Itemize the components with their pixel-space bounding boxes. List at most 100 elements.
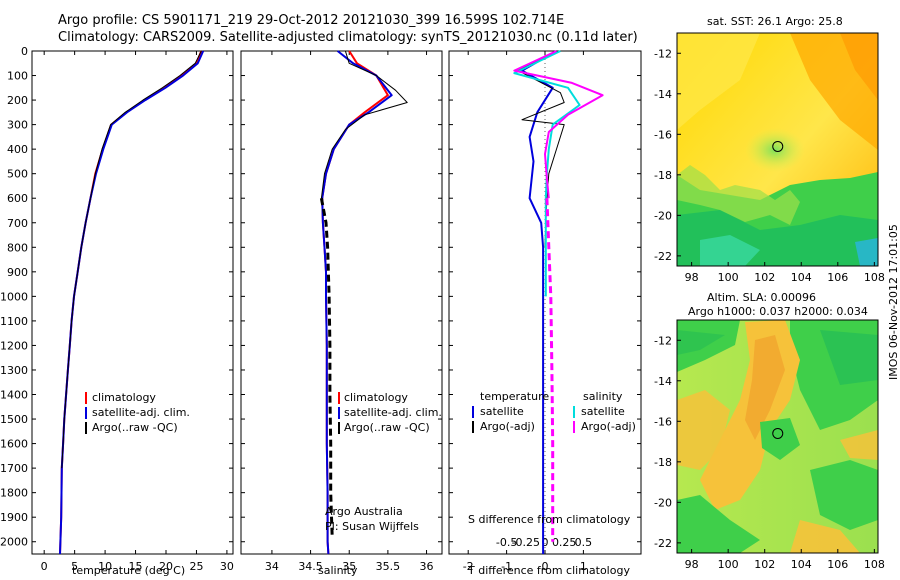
sal-legend-satellite: satellite-adj. clim. (344, 406, 442, 419)
figure-title-line2: Climatology: CARS2009. Satellite-adjuste… (58, 30, 638, 45)
sst-map-xtick-label: 104 (791, 271, 812, 284)
sla-map-ytick-label: -16 (654, 415, 672, 428)
sal-legend-argo: Argo(..raw -QC) (344, 421, 430, 434)
diff-legend-salinity-header: salinity (583, 390, 623, 403)
difference-axis-ticks: -2 -1 0 1 -0.5-0.25 0 0.250.5 (449, 50, 641, 573)
temperature-xtick-label: 10 (98, 560, 112, 573)
differences-line-salinity-argo-adj- (513, 50, 604, 199)
salinity-series (319, 50, 408, 555)
sla-map-ytick-label: -14 (654, 375, 672, 388)
sst-map-xtick-label: 98 (685, 271, 699, 284)
temperature-ytick-label: 500 (7, 168, 28, 181)
sal-annotation-argo-australia: Argo Australia (325, 505, 403, 518)
sst-map-ytick-label: -16 (654, 128, 672, 141)
imos-timestamp: IMOS 06-Nov-2012 17:01:05 (887, 224, 900, 380)
sst-map-xtick-label: 106 (827, 271, 848, 284)
differences-top-tick-label: 0.5 (575, 536, 593, 549)
temperature-ytick-label: 700 (7, 217, 28, 230)
temp-legend-climatology: climatology (92, 391, 156, 404)
diff-legend-temperature-header: temperature (480, 390, 550, 403)
temperature-ytick-label: 1800 (0, 487, 28, 500)
temperature-ytick-label: 1600 (0, 438, 28, 451)
diff-legend-temp-argo: Argo(-adj) (480, 420, 535, 433)
differences-line-salinity-satellite (513, 50, 581, 297)
sst-map-ytick-label: -14 (654, 88, 672, 101)
differences-top-tick-label: 0.25 (552, 536, 577, 549)
temperature-ytick-label: 600 (7, 192, 28, 205)
diff-top-axis-label: S difference from climatology (468, 513, 631, 526)
sal-annotation-pi: PI: Susan Wijffels (325, 520, 419, 533)
salinity-line-argo-raw-qc- (320, 50, 408, 199)
salinity-axes (240, 50, 443, 555)
sla-map-axis-ticks: 98 100 102 104 106 108 -12 -14 -16 -18 -20 -22 (654, 334, 885, 571)
sst-map-xtick-label: 100 (718, 271, 739, 284)
temperature-ytick-label: 1900 (0, 511, 28, 524)
sla-map-subtitle: Argo h1000: 0.037 h2000: 0.034 (688, 305, 868, 318)
salinity-xtick-label: 34.5 (298, 560, 323, 573)
salinity-line-satellite-adj-clim- (321, 50, 393, 555)
difference-axes (448, 50, 642, 555)
sla-map-xtick-label: 100 (718, 558, 739, 571)
temperature-line-argo-raw-qc- (61, 50, 202, 469)
sst-map-ytick-label: -22 (654, 250, 672, 263)
sal-legend-climatology: climatology (344, 391, 408, 404)
sla-map-xtick-label: 106 (827, 558, 848, 571)
diff-legend-sal-satellite: satellite (581, 405, 625, 418)
temperature-ytick-label: 1400 (0, 389, 28, 402)
temp-legend-argo: Argo(..raw -QC) (92, 421, 178, 434)
sst-map-axis-ticks: 98 100 102 104 106 108 -12 -14 -16 -18 -20 -22 (654, 47, 885, 284)
temperature-ytick-label: 300 (7, 119, 28, 132)
diff-legend-sal-argo: Argo(-adj) (581, 420, 636, 433)
temperature-ytick-label: 1000 (0, 290, 28, 303)
temperature-xlabel: temperature (deg C) (72, 564, 186, 577)
sla-map-frame (676, 319, 879, 554)
temperature-ytick-label: 100 (7, 70, 28, 83)
differences-xtick-label: 0 (542, 560, 549, 573)
differences-top-tick-label: -0.5 (496, 536, 517, 549)
differences-top-tick-label: -0.25 (512, 536, 540, 549)
difference-series (513, 50, 604, 554)
sla-map-title: Altim. SLA: 0.00096 (707, 291, 817, 304)
temperature-xtick-label: 20 (159, 560, 173, 573)
diff-legend-temp-satellite: satellite (480, 405, 524, 418)
temperature-ytick-label: 200 (7, 94, 28, 107)
sla-map-xtick-label: 104 (791, 558, 812, 571)
temperature-xtick-label: 0 (41, 560, 48, 573)
sla-map-xtick-label: 102 (754, 558, 775, 571)
temperature-ytick-label: 1100 (0, 315, 28, 328)
temperature-ytick-label: 400 (7, 143, 28, 156)
sst-map-title: sat. SST: 26.1 Argo: 25.8 (707, 15, 843, 28)
salinity-axis-ticks: 34 34.5 35 35.5 36 (241, 50, 442, 573)
differences-top-tick-label: 0 (542, 536, 549, 549)
temperature-xtick-label: 25 (189, 560, 203, 573)
temperature-series (59, 50, 205, 555)
salinity-xlabel: salinity (318, 564, 358, 577)
temperature-ytick-label: 1500 (0, 413, 28, 426)
temperature-ytick-label: 900 (7, 266, 28, 279)
salinity-xtick-label: 35 (342, 560, 356, 573)
sla-map-xtick-label: 108 (864, 558, 885, 571)
salinity-line-argo-raw-qc-adj (319, 197, 334, 537)
sst-argo-location-marker (772, 140, 784, 152)
temperature-axes (31, 50, 234, 555)
temperature-ytick-label: 0 (21, 45, 28, 58)
figure-title-line1: Argo profile: CS 5901171_219 29-Oct-2012… (58, 13, 565, 28)
sst-map-ytick-label: -18 (654, 169, 672, 182)
differences-line-salinity-argo-adj-adj (545, 198, 555, 542)
sla-map-ytick-label: -22 (654, 537, 672, 550)
difference-xlabel: T difference from climatology (468, 564, 630, 577)
salinity-xtick-label: 34 (265, 560, 279, 573)
temperature-ytick-label: 1300 (0, 364, 28, 377)
sst-map-xtick-label: 102 (754, 271, 775, 284)
sla-argo-location-marker (772, 427, 784, 439)
temperature-ytick-label: 1200 (0, 339, 28, 352)
temperature-xtick-label: 15 (129, 560, 143, 573)
temperature-axis-ticks: 0 5 10 15 20 25 300100200300400500600700800900… (0, 45, 234, 573)
temperature-line-climatology (59, 50, 203, 555)
temperature-xtick-label: 30 (220, 560, 234, 573)
sst-map-xtick-label: 108 (864, 271, 885, 284)
sst-map-frame (676, 32, 879, 267)
temperature-xtick-label: 5 (71, 560, 78, 573)
